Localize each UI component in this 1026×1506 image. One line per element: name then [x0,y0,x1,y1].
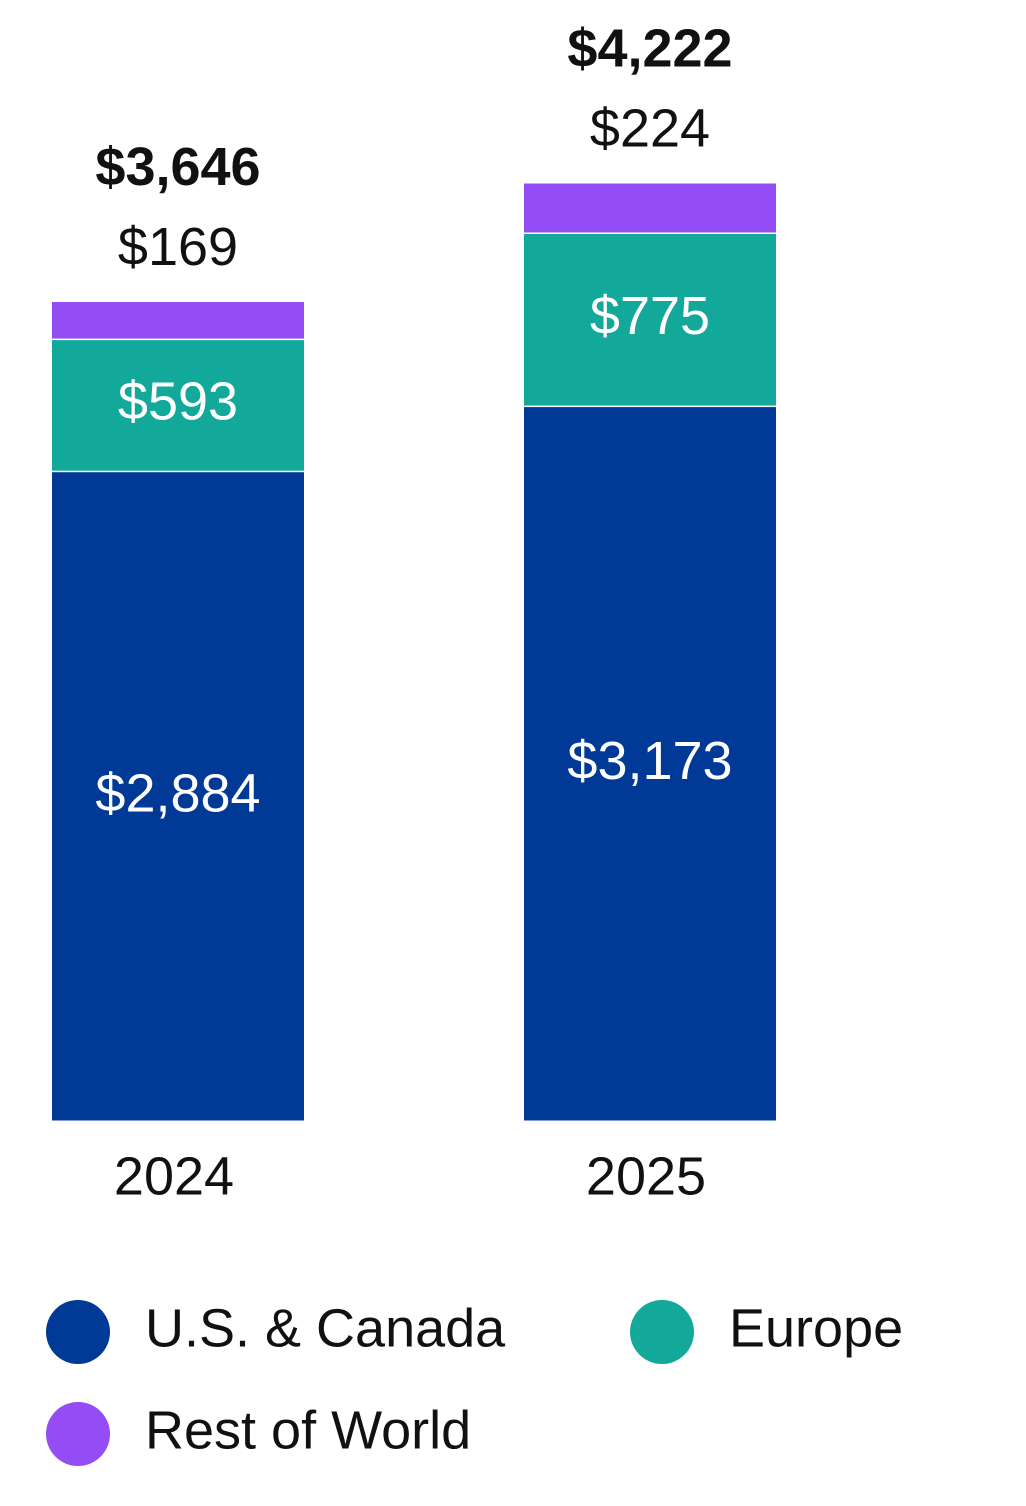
bar-segment [524,233,776,406]
x-tick-label: 2025 [586,1146,706,1206]
value-label: $775 [590,286,710,346]
bar-segment [52,472,304,1121]
legend-label: Rest of World [145,1400,471,1460]
total-label: $3,646 [95,137,260,197]
x-tick-label: 2024 [114,1146,234,1206]
bar-segment [52,302,304,339]
bar-segment [524,183,776,233]
value-label: $3,173 [567,731,732,791]
bar-segment [524,407,776,1121]
total-label: $4,222 [567,18,732,78]
legend-swatch [46,1300,110,1364]
legend-label: Europe [729,1298,903,1358]
value-label: $224 [590,98,710,158]
value-label: $593 [118,372,238,432]
legend-swatch [46,1402,110,1466]
legend-label: U.S. & Canada [145,1298,506,1358]
value-label: $2,884 [95,763,260,823]
value-label: $169 [118,217,238,277]
bar-segment [52,340,304,471]
legend-swatch [630,1300,694,1364]
